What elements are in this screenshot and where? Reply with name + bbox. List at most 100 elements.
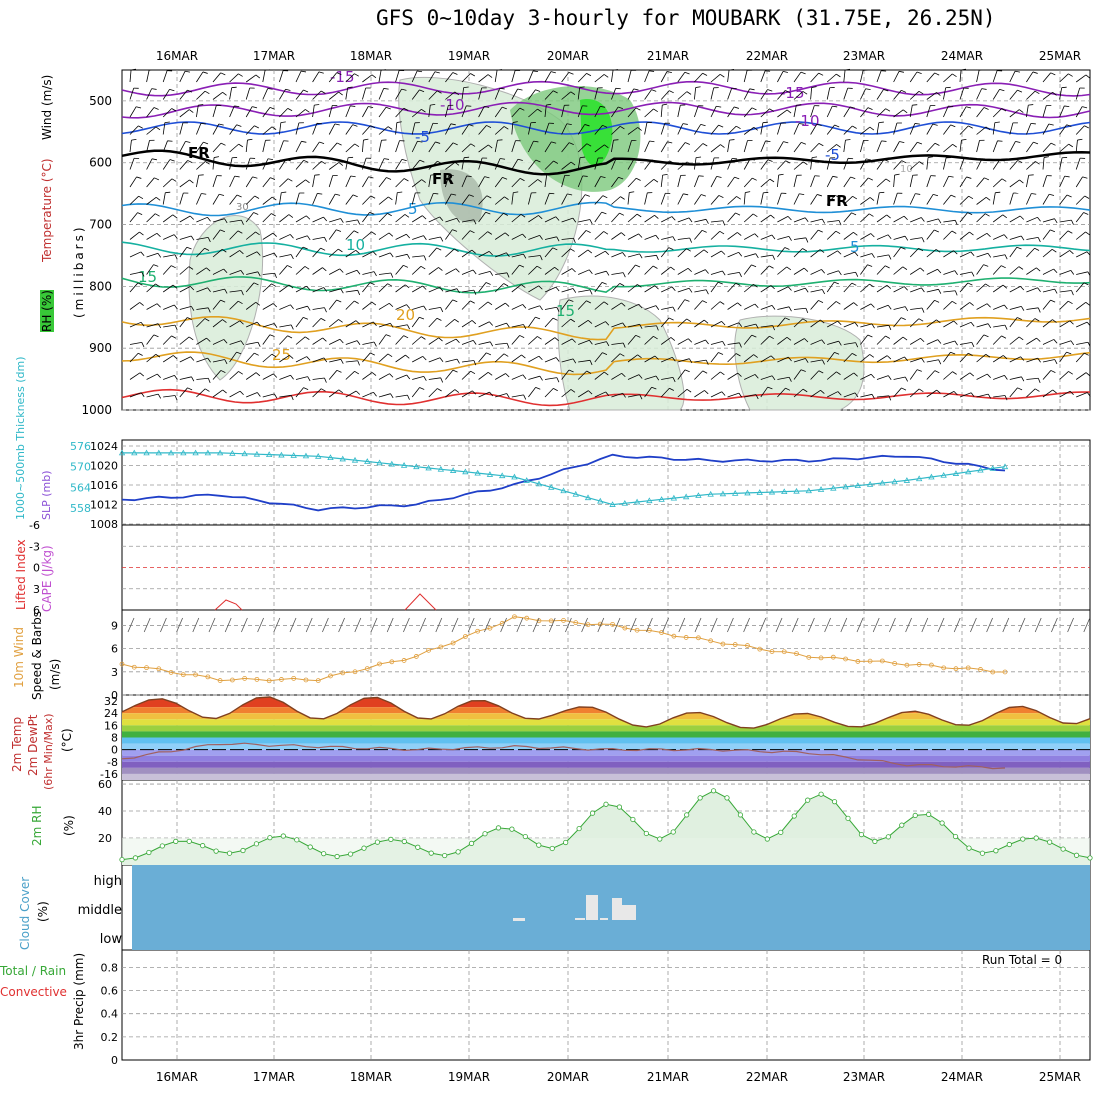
wind-barb-flag	[371, 372, 377, 376]
wind-barb	[860, 158, 867, 170]
wind-barb	[992, 214, 1004, 223]
wind-barb	[212, 157, 215, 170]
wind-barb-flag	[619, 125, 625, 130]
wind-barb	[793, 318, 804, 328]
wind-barb	[478, 176, 485, 188]
wind-barb	[378, 322, 391, 328]
wind-barb-flag	[834, 194, 840, 198]
rh2m-point	[710, 788, 717, 794]
wind-barb-flag	[239, 320, 244, 325]
wind-barb	[993, 375, 1005, 380]
date-label-top: 23MAR	[843, 49, 885, 63]
wind-barb	[262, 373, 274, 380]
wind-barb	[760, 325, 773, 328]
thickness-point	[265, 451, 273, 458]
wind-barb	[279, 234, 291, 240]
wind-barb-flag	[952, 143, 957, 148]
date-label-top: 22MAR	[746, 49, 788, 63]
wind-barb-flag	[238, 73, 243, 77]
wind-barb	[428, 236, 441, 240]
wind-barb	[511, 122, 514, 135]
wind-barb-flag	[555, 286, 560, 292]
wind-barb-flag	[470, 370, 476, 375]
temp-band	[122, 755, 1090, 762]
wind-barb-flag	[272, 196, 277, 201]
thickness-point	[253, 450, 261, 457]
wind-barb-flag	[486, 125, 492, 128]
wind-barb-flag	[471, 249, 476, 254]
wind-barb-flag	[717, 281, 723, 285]
wind-barb-flag	[635, 107, 641, 111]
wind-barb	[146, 264, 154, 275]
wind-barb	[976, 196, 987, 205]
wind-barb-flag	[954, 220, 958, 226]
wind-barb-flag	[1032, 71, 1038, 74]
lifted-tick: 0	[33, 562, 40, 575]
pressure-tick: 600	[89, 156, 112, 170]
wind-barb	[644, 387, 652, 398]
wind-barb-flag	[686, 318, 692, 322]
wind-barb-flag	[952, 73, 957, 77]
wind-barb	[494, 283, 504, 293]
wind-barb-flag	[572, 288, 577, 293]
wind-barb	[544, 388, 554, 398]
wind-barb	[162, 284, 174, 293]
thickness-point	[940, 471, 947, 478]
rh2m-point	[1020, 836, 1026, 842]
wind-barb	[179, 179, 190, 188]
wind-barb	[694, 359, 707, 363]
wind-barb	[511, 284, 522, 293]
wind10-barb	[808, 617, 815, 633]
wind-barb	[577, 73, 587, 83]
wind10-point	[487, 625, 493, 631]
wind-barb-flag	[519, 335, 525, 338]
wind-barb-flag	[967, 282, 973, 286]
wind10-barb	[581, 617, 588, 633]
wind-barb	[661, 216, 673, 223]
wind-barb	[129, 372, 141, 380]
wind-barb	[1026, 71, 1034, 83]
wind-barb-flag	[174, 395, 178, 401]
wind-barb	[992, 159, 1001, 170]
wind-barb-flag	[473, 360, 477, 366]
wind-barb	[943, 250, 954, 258]
wind-barb	[777, 160, 786, 170]
wind-barb-flag	[738, 392, 743, 398]
wind-barb	[1059, 175, 1066, 188]
wind-barb	[412, 376, 424, 380]
temp-band	[122, 725, 1090, 732]
wind-barb	[594, 157, 599, 170]
wind-barb	[312, 377, 325, 380]
temp-band	[122, 743, 1090, 750]
page-title: GFS 0~10day 3-hourly for MOUBARK (31.75E…	[376, 6, 996, 30]
wind-barb	[843, 212, 852, 223]
wind-barb-flag	[322, 267, 327, 272]
wind-barb-flag	[869, 126, 875, 131]
wind-barb-flag	[324, 307, 327, 313]
wind-barb	[644, 89, 652, 100]
wind-barb-flag	[683, 193, 689, 196]
wind-barb-flag	[1050, 299, 1056, 303]
wind-barb-flag	[174, 304, 178, 310]
wind-barb	[860, 253, 872, 258]
wind-barb-flag	[221, 248, 227, 253]
wind-barb-flag	[916, 71, 922, 75]
wind-barb	[826, 301, 837, 310]
ylabel-convective: Convective	[0, 985, 67, 999]
wind-barb-flag	[489, 271, 494, 276]
wind-barb	[976, 70, 980, 83]
wind-barb	[594, 250, 606, 258]
wind-barb	[976, 283, 986, 293]
wind-barb	[993, 304, 1005, 310]
wind-barb	[395, 88, 402, 100]
wind-barb	[943, 157, 947, 170]
wind-barb	[627, 88, 634, 100]
wind-barb-flag	[154, 177, 160, 181]
wind-barb-flag	[685, 142, 690, 145]
wind-barb	[577, 105, 583, 118]
wind-barb	[1042, 370, 1052, 380]
wind-barb-flag	[290, 395, 294, 401]
wind-barb-flag	[936, 389, 941, 394]
wind-barb-flag	[257, 342, 261, 347]
wind-barb-flag	[752, 177, 757, 181]
